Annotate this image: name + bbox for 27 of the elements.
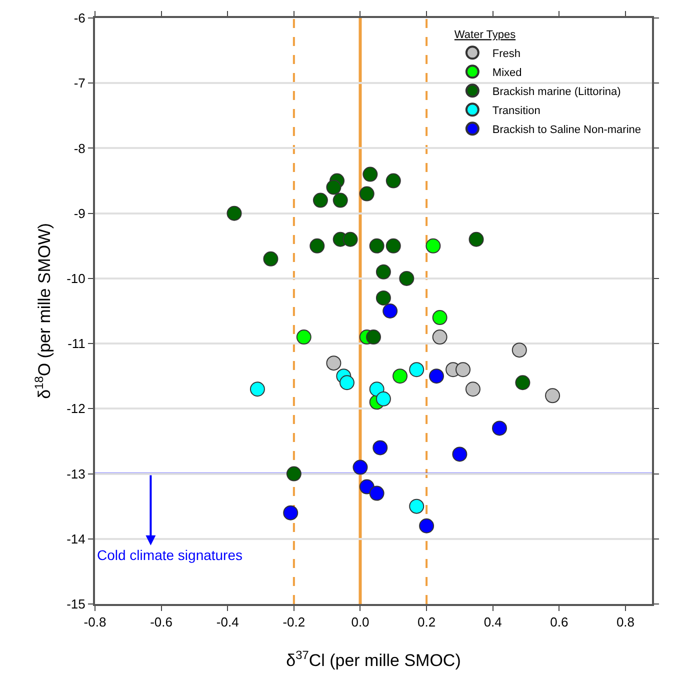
legend-label: Mixed [492, 66, 522, 79]
ref-line-label: Cold climate signatures [97, 547, 243, 563]
y-tick-label: -6 [74, 10, 86, 26]
y-tick-label: -9 [74, 206, 86, 221]
y-tick-label: -10 [66, 270, 86, 286]
legend-label: Transition [492, 104, 540, 117]
y-tick-label: -14 [66, 531, 86, 546]
x-tick-label: -0.8 [84, 614, 106, 630]
x-tick-label: -0.6 [150, 614, 173, 630]
y-tick-label: -8 [74, 140, 86, 156]
x-tick-label: 0.4 [484, 614, 502, 630]
x-tick-label: 0.6 [550, 614, 568, 630]
x-tick-label: -0.2 [282, 614, 306, 630]
x-tick-label: 0.2 [418, 614, 436, 630]
legend-label: Brackish to Saline Non-marine [492, 124, 642, 136]
legend-title: Water Types [454, 29, 516, 42]
legend-label: Fresh [492, 48, 521, 60]
y-tick-label: -7 [74, 76, 86, 91]
x-tick-label: 0.0 [351, 614, 370, 630]
x-tick-label: -0.4 [216, 614, 239, 630]
x-tick-label: 0.8 [616, 614, 635, 630]
y-tick-label: -15 [66, 596, 86, 612]
legend-label: Brackish marine (Littorina) [492, 86, 621, 98]
x-axis-title: δ$^{37}$Cl (per mille SMOC) [286, 648, 461, 670]
y-tick-label: -12 [66, 401, 86, 416]
y-tick-label: -11 [68, 336, 86, 352]
y-tick-label: -13 [66, 466, 86, 482]
